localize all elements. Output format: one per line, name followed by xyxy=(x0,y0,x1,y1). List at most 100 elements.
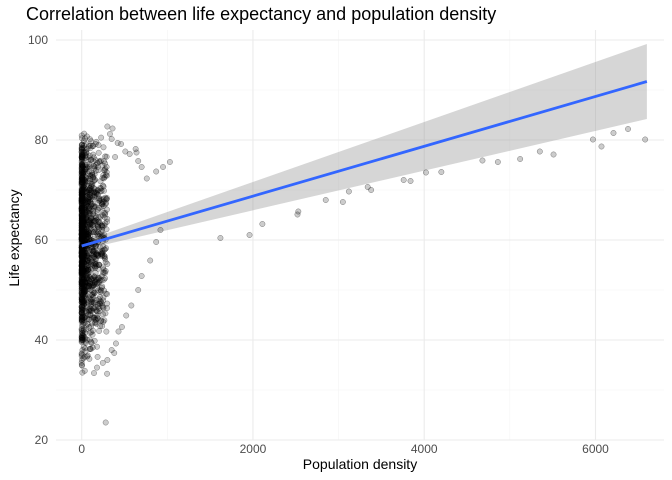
data-point xyxy=(78,270,85,277)
data-point xyxy=(78,252,85,259)
data-point xyxy=(79,322,85,329)
data-point xyxy=(79,347,86,354)
data-point xyxy=(85,257,91,264)
data-point xyxy=(79,256,86,263)
data-point xyxy=(78,261,85,268)
data-point xyxy=(81,142,87,149)
data-point xyxy=(78,270,85,277)
data-point xyxy=(100,175,107,182)
data-point xyxy=(78,261,85,268)
data-point xyxy=(98,222,105,229)
data-point xyxy=(99,175,106,181)
data-point xyxy=(87,173,94,180)
data-point xyxy=(78,227,85,234)
data-point xyxy=(81,185,88,192)
data-point xyxy=(99,247,106,254)
data-point xyxy=(103,328,110,335)
data-point xyxy=(83,235,90,242)
data-point xyxy=(83,274,90,281)
data-point xyxy=(78,171,85,178)
data-point xyxy=(78,217,85,223)
data-point xyxy=(78,208,85,215)
data-point xyxy=(100,199,106,206)
data-point xyxy=(78,187,85,194)
data-point xyxy=(81,314,88,321)
data-point xyxy=(103,196,110,203)
data-point xyxy=(93,262,100,269)
data-point xyxy=(85,157,92,164)
data-point xyxy=(78,189,85,196)
data-point xyxy=(92,261,99,268)
data-point xyxy=(80,238,87,245)
data-point xyxy=(78,235,85,241)
data-point xyxy=(78,338,85,344)
data-point xyxy=(84,216,90,223)
data-point xyxy=(87,261,94,268)
data-point xyxy=(83,263,90,270)
data-point xyxy=(82,348,89,355)
data-point xyxy=(85,272,92,279)
data-point xyxy=(79,261,86,268)
data-point xyxy=(79,336,86,343)
data-point xyxy=(87,225,94,232)
data-point xyxy=(79,187,86,194)
data-point xyxy=(79,141,86,148)
data-point xyxy=(79,162,86,168)
data-point xyxy=(92,192,98,199)
data-point xyxy=(82,169,89,175)
data-point xyxy=(479,157,486,164)
data-point xyxy=(78,262,85,269)
data-point xyxy=(85,232,92,239)
data-point xyxy=(85,161,92,168)
data-point xyxy=(101,253,108,260)
data-point xyxy=(79,174,86,181)
data-point xyxy=(78,169,85,176)
data-point xyxy=(78,208,85,215)
data-point xyxy=(90,305,97,312)
data-point xyxy=(78,332,85,339)
data-point xyxy=(84,252,91,259)
data-point xyxy=(78,319,85,325)
data-point xyxy=(79,296,86,303)
data-point xyxy=(83,258,90,265)
data-point xyxy=(78,238,85,245)
data-point xyxy=(85,279,91,286)
data-point xyxy=(85,228,92,235)
data-point xyxy=(86,336,93,343)
data-point xyxy=(80,215,87,222)
data-point xyxy=(83,232,90,239)
data-point xyxy=(79,253,86,260)
data-point xyxy=(82,188,88,195)
data-point xyxy=(79,292,86,299)
data-point xyxy=(80,327,87,334)
data-point xyxy=(81,300,88,307)
data-point xyxy=(87,221,94,228)
data-point xyxy=(98,251,104,258)
data-point xyxy=(79,219,86,226)
data-point xyxy=(80,332,87,338)
data-point xyxy=(79,268,86,275)
data-point xyxy=(81,286,87,293)
data-point xyxy=(81,230,88,237)
data-point xyxy=(78,276,85,282)
data-point xyxy=(79,220,86,227)
data-point xyxy=(84,133,90,140)
data-point xyxy=(79,265,86,272)
data-point xyxy=(78,234,85,241)
data-point xyxy=(79,270,86,277)
data-point xyxy=(122,148,129,155)
data-point xyxy=(78,210,85,217)
data-point xyxy=(99,250,105,257)
data-point xyxy=(111,350,118,356)
data-point xyxy=(88,220,95,227)
data-point xyxy=(78,266,85,272)
data-point xyxy=(78,275,85,282)
data-point xyxy=(79,321,86,328)
data-point xyxy=(90,217,97,224)
data-point xyxy=(89,296,96,303)
data-point xyxy=(78,205,85,212)
data-point xyxy=(94,285,101,292)
data-point xyxy=(83,254,90,261)
data-point xyxy=(79,304,86,311)
data-point xyxy=(83,164,90,171)
